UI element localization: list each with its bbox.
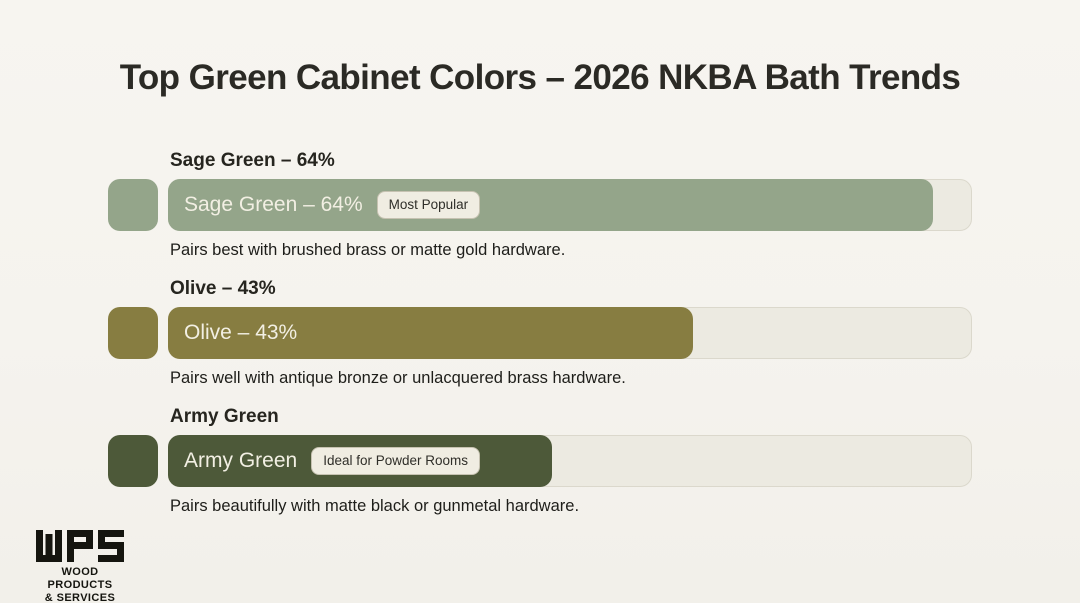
color-swatch [108,435,158,487]
bar-badge: Most Popular [376,191,481,219]
bar-label: Olive – 43% [184,321,298,344]
bar-track: Army Green Ideal for Powder Rooms [168,435,972,487]
bar-label: Sage Green – 64% [184,193,363,216]
logo-text-line1: WOOD PRODUCTS [47,566,113,591]
bar-line: Army Green Ideal for Powder Rooms [108,435,972,487]
bar-chart: Sage Green – 64% Sage Green – 64% Most P… [108,150,972,534]
page-title: Top Green Cabinet Colors – 2026 NKBA Bat… [119,58,961,97]
bar-line: Olive – 43% [108,307,972,359]
bar-badge: Ideal for Powder Rooms [311,447,481,475]
bar-description: Pairs well with antique bronze or unlacq… [170,369,626,387]
color-swatch [108,307,158,359]
bar-heading: Sage Green – 64% [170,150,335,171]
logo-text-line2: & SERVICES [44,592,116,603]
bar-label: Army Green [184,449,298,472]
bar-track: Sage Green – 64% Most Popular [168,179,972,231]
bar-row-army-green: Army Green Army Green Ideal for Powder R… [108,406,972,516]
bar-description: Pairs best with brushed brass or matte g… [170,241,566,259]
bar-track: Olive – 43% [168,307,972,359]
color-swatch [108,179,158,231]
bar-fill: Army Green Ideal for Powder Rooms [168,435,553,487]
bar-row-sage-green: Sage Green – 64% Sage Green – 64% Most P… [108,150,972,260]
bar-heading: Olive – 43% [170,278,276,299]
bar-heading: Army Green [170,406,279,427]
bar-fill: Olive – 43% [168,307,694,359]
wps-logo: WOOD PRODUCTS & SERVICES [28,530,132,603]
bar-row-olive: Olive – 43% Olive – 43% Pairs well with … [108,278,972,388]
bar-description: Pairs beautifully with matte black or gu… [170,497,580,515]
bar-fill: Sage Green – 64% Most Popular [168,179,934,231]
bar-line: Sage Green – 64% Most Popular [108,179,972,231]
wps-logo-icon [36,530,124,562]
